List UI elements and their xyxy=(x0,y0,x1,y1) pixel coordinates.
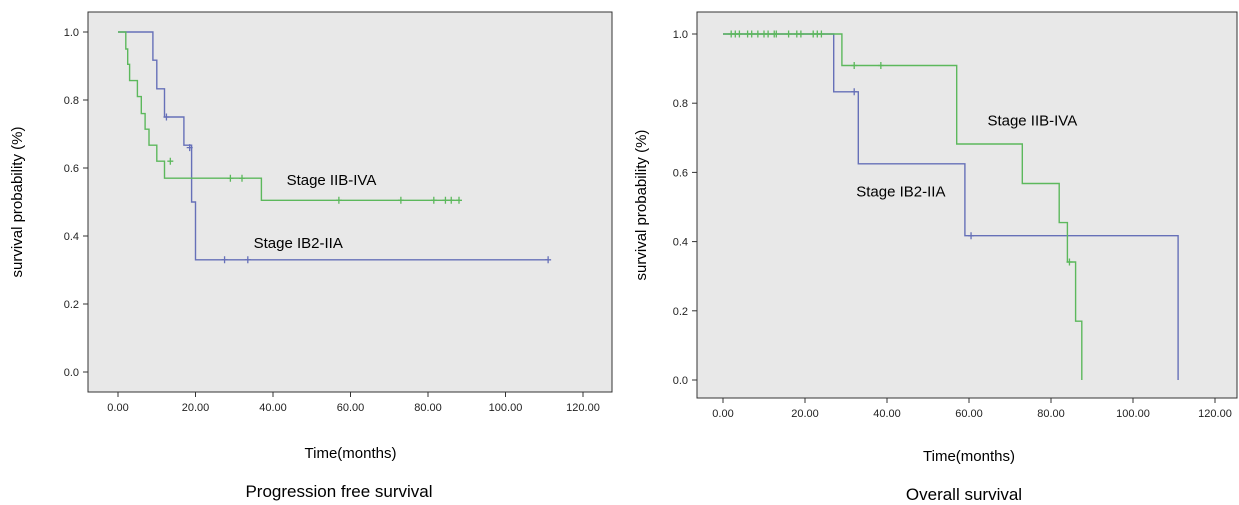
censor-mark xyxy=(818,30,825,38)
censor-mark xyxy=(877,61,884,69)
series-line xyxy=(118,31,459,201)
censor-mark xyxy=(163,113,170,121)
censor-mark xyxy=(397,196,404,204)
series-line xyxy=(118,31,549,261)
os-chart: 0.00 20.00 40.00 60.00 80.00 100.00 120.00 0.0 0… xyxy=(633,11,1238,504)
censor-mark xyxy=(851,88,858,96)
x-tick-label: 100.00 xyxy=(1116,408,1150,420)
y-tick-label: 0.2 xyxy=(64,299,79,311)
x-tick-label: 60.00 xyxy=(337,402,365,414)
x-tick-label: 0.00 xyxy=(107,402,128,414)
censor-mark xyxy=(186,144,193,152)
pfs-chart: 0.00 20.00 40.00 60.00 80.00 100.00 120.00 0.0 0… xyxy=(9,11,613,501)
censor-mark xyxy=(239,174,245,182)
y-tick-label: 0.4 xyxy=(673,237,688,249)
censor-mark xyxy=(773,30,780,38)
x-axis-title: Time(months) xyxy=(305,445,397,462)
censor-mark xyxy=(851,61,858,69)
x-tick-label: 80.00 xyxy=(414,402,442,414)
censor-mark xyxy=(797,30,804,38)
censor-mark xyxy=(545,256,552,264)
y-tick-label: 0.4 xyxy=(64,231,79,243)
y-tick-label: 0.6 xyxy=(64,163,79,175)
y-tick-label: 1.0 xyxy=(673,29,688,41)
censor-mark xyxy=(1066,258,1073,266)
censor-mark xyxy=(221,256,228,264)
censor-mark xyxy=(448,196,455,204)
x-tick-label: 40.00 xyxy=(873,408,901,420)
y-axis-title: survival probability (%) xyxy=(633,130,650,281)
x-tick-label: 20.00 xyxy=(791,408,819,420)
censor-mark xyxy=(754,30,761,38)
y-tick-label: 0.2 xyxy=(673,306,688,318)
censor-mark xyxy=(456,196,462,204)
y-tick-label: 0.0 xyxy=(673,375,688,387)
series-annotation: Stage IB2-IIA xyxy=(856,184,945,201)
plot-area xyxy=(696,11,1238,399)
x-axis-title: Time(months) xyxy=(923,448,1015,465)
censor-mark xyxy=(748,30,755,38)
censor-mark xyxy=(244,256,251,264)
x-tick-label: 120.00 xyxy=(1198,408,1232,420)
series-line xyxy=(723,33,1179,380)
series-annotation: Stage IB2-IIA xyxy=(254,235,343,252)
x-tick-label: 0.00 xyxy=(712,408,733,420)
censor-mark xyxy=(227,174,234,182)
x-tick-label: 60.00 xyxy=(955,408,983,420)
censor-mark xyxy=(335,196,342,204)
y-tick-label: 0.0 xyxy=(64,367,79,379)
x-tick-label: 120.00 xyxy=(566,402,600,414)
chart-caption: Overall survival xyxy=(906,485,1022,504)
y-tick-label: 0.8 xyxy=(673,98,688,110)
plot-area xyxy=(87,11,613,393)
chart-caption: Progression free survival xyxy=(245,482,432,501)
x-tick-label: 100.00 xyxy=(489,402,523,414)
censor-mark xyxy=(167,157,174,165)
censor-mark xyxy=(765,30,772,38)
y-tick-label: 1.0 xyxy=(64,27,79,39)
y-tick-label: 0.6 xyxy=(673,167,688,179)
y-axis-title: survival probability (%) xyxy=(9,127,26,278)
x-tick-label: 80.00 xyxy=(1037,408,1065,420)
series-annotation: Stage IIB-IVA xyxy=(287,172,377,189)
censor-mark xyxy=(442,196,449,204)
censor-mark xyxy=(736,30,743,38)
series-annotation: Stage IIB-IVA xyxy=(987,113,1077,130)
censor-mark xyxy=(785,30,792,38)
censor-mark xyxy=(430,196,437,204)
x-tick-label: 20.00 xyxy=(182,402,210,414)
censor-mark xyxy=(968,232,975,240)
x-tick-label: 40.00 xyxy=(259,402,287,414)
y-tick-label: 0.8 xyxy=(64,95,79,107)
